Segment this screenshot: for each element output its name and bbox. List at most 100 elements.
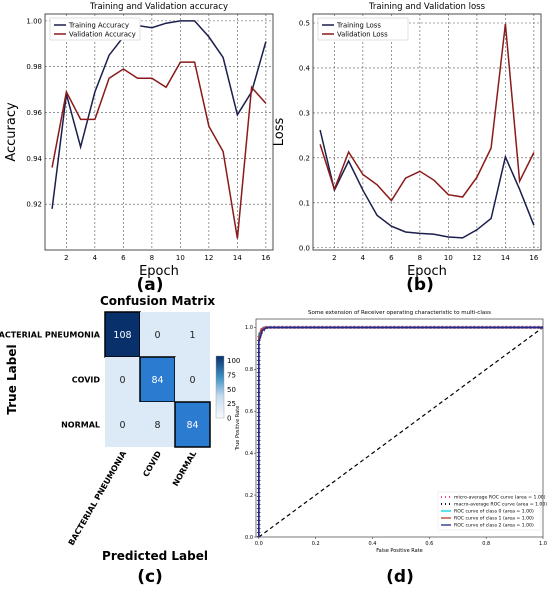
y-tick-label: 1.0: [245, 325, 253, 331]
chart-title: Training and Validation loss: [368, 2, 486, 12]
legend-box: [49, 17, 141, 41]
panel-label-b: (b): [406, 275, 434, 295]
cell-value: 0: [119, 375, 125, 386]
x-tick-label: 0.4: [369, 541, 377, 547]
legend-label: ROC curve of class 1 (area = 1.00): [454, 516, 534, 522]
cell-value: 8: [154, 420, 160, 431]
x-tick-label: 8: [150, 254, 154, 262]
legend-box: [317, 17, 409, 41]
x-tick-label: 8: [418, 254, 422, 262]
col-label: NORMAL: [171, 450, 198, 488]
x-tick-label: 6: [389, 254, 394, 262]
x-tick-label: 4: [361, 254, 366, 262]
row-label: BACTERIAL PNEUMONIA: [0, 331, 101, 340]
cell-value: 0: [119, 420, 125, 431]
x-axis-label: False Positive Rate: [376, 548, 422, 554]
x-tick-label: 0.8: [482, 541, 490, 547]
y-tick-label: 0.0: [299, 244, 310, 252]
plot-frame: [44, 13, 274, 251]
chart-title: Confusion Matrix: [100, 294, 215, 308]
plot-frame: [312, 13, 542, 251]
x-axis-label: Predicted Label: [102, 549, 208, 563]
row-label: NORMAL: [61, 421, 100, 430]
x-tick-label: 10: [444, 254, 453, 262]
series-line-train: [319, 129, 535, 239]
y-axis-label: True Positive Rate: [235, 406, 241, 452]
x-tick-label: 1.0: [539, 541, 547, 547]
chart-title: Training and Validation accuracy: [89, 2, 228, 12]
cell-value: 1: [189, 330, 195, 341]
x-tick-label: 16: [529, 254, 538, 262]
panel-label-c: (c): [137, 567, 163, 587]
loss-chart: Training and Validation loss 2 4 6 8 10 12 14 16…: [272, 2, 542, 279]
series-line-val: [319, 23, 535, 202]
x-axis-label: Epoch: [407, 264, 447, 279]
chance-line: [258, 326, 544, 538]
series-line-val: [51, 61, 267, 239]
y-tick-label: 0.6: [245, 409, 253, 415]
x-axis-label: Epoch: [139, 264, 179, 279]
cell-value: 0: [154, 330, 160, 341]
panel-label-d: (d): [386, 567, 414, 587]
x-tick-label: 0.0: [255, 541, 263, 547]
x-tick-label: 2: [64, 254, 68, 262]
colorbar-tick-label: 100: [227, 357, 240, 365]
legend-label: ROC curve of class 2 (area = 1.00): [454, 523, 534, 529]
chart-title: Some extension of Receiver operating cha…: [308, 310, 491, 316]
panel-label-a: (a): [136, 275, 163, 295]
legend-label: ROC curve of class 0 (area = 1.00): [454, 509, 534, 515]
legend-label: Validation Accuracy: [69, 31, 136, 39]
col-label: COVID: [141, 449, 163, 478]
roc-curve-class2: [257, 326, 543, 537]
heatmap-cell: [174, 401, 211, 448]
y-tick-label: 0.98: [26, 63, 42, 71]
heatmap-cell: [175, 312, 210, 357]
colorbar-tick-label: 25: [227, 400, 236, 408]
heatmap-cell: [104, 311, 141, 358]
x-tick-label: 12: [472, 254, 481, 262]
legend-label: micro-average ROC curve (area = 1.00): [454, 495, 546, 501]
y-tick-label: 0.0: [245, 535, 253, 541]
cell-value: 108: [113, 330, 131, 341]
x-tick-label: 10: [176, 254, 185, 262]
y-tick-label: 0.4: [299, 64, 311, 72]
x-tick-label: 16: [261, 254, 270, 262]
y-tick-label: 0.5: [299, 19, 310, 27]
y-tick-label: 0.4: [245, 451, 253, 457]
cell-value: 84: [186, 420, 198, 431]
col-label: BACTERIAL PNEUMONIA: [67, 449, 129, 547]
x-tick-label: 4: [93, 254, 98, 262]
accuracy-chart: Training and Validation accuracy 2 4 6 8 10 12…: [4, 2, 274, 279]
y-tick-label: 0.1: [299, 199, 310, 207]
legend-box: [437, 491, 542, 531]
x-tick-label: 2: [332, 254, 336, 262]
colorbar-tick-label: 0: [227, 415, 231, 423]
confusion-matrix-chart: Confusion Matrix 108 0 1 0 84 0 0 8 84 BACTERIAL P…: [0, 294, 240, 563]
y-tick-label: 0.2: [299, 154, 310, 162]
legend-label: Validation Loss: [337, 31, 388, 39]
heatmap-cell: [140, 402, 175, 447]
heatmap-cell: [105, 357, 140, 402]
series-line-train: [51, 20, 267, 209]
x-tick-label: 14: [233, 254, 242, 262]
y-tick-label: 0.96: [26, 109, 42, 117]
colorbar-tick-label: 75: [227, 371, 236, 379]
cell-value: 0: [189, 375, 195, 386]
roc-chart: Some extension of Receiver operating cha…: [235, 310, 547, 554]
colorbar: [215, 355, 225, 419]
y-tick-label: 0.2: [245, 493, 253, 499]
x-tick-label: 6: [121, 254, 126, 262]
y-axis-label: Accuracy: [4, 102, 19, 162]
x-tick-label: 0.6: [425, 541, 433, 547]
y-tick-label: 0.94: [26, 155, 42, 163]
x-tick-label: 14: [501, 254, 510, 262]
y-tick-label: 0.92: [26, 201, 42, 209]
row-label: COVID: [72, 376, 101, 385]
colorbar-tick-label: 50: [227, 386, 236, 394]
y-axis-label: True Label: [5, 344, 19, 414]
y-tick-label: 0.3: [299, 109, 310, 117]
legend-label: macro-average ROC curve (area = 1.00): [454, 502, 547, 508]
heatmap-cell: [105, 402, 140, 447]
legend-label: Training Loss: [336, 22, 381, 30]
y-axis-label: Loss: [272, 118, 287, 147]
